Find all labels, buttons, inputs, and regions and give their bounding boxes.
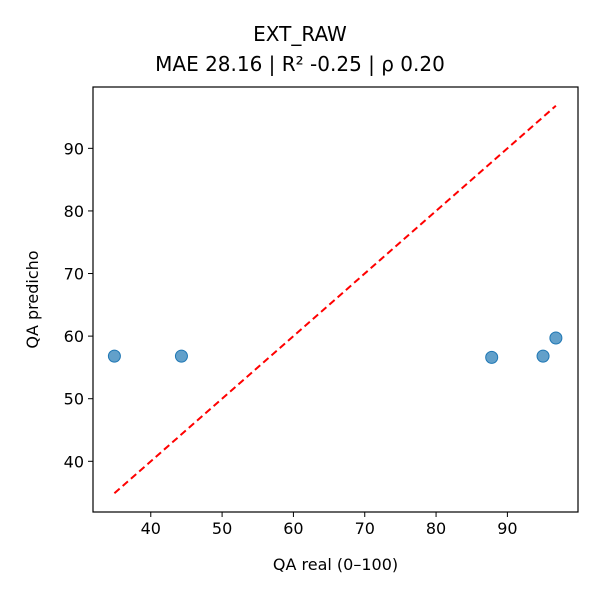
data-point	[174, 349, 188, 363]
x-tick-label: 90	[497, 519, 517, 538]
y-tick-label: 70	[64, 265, 84, 284]
x-tick-label: 60	[283, 519, 303, 538]
data-point	[536, 349, 550, 363]
y-axis-label: QA predicho	[23, 250, 42, 348]
y-tick-label: 90	[64, 139, 84, 158]
data-point	[549, 331, 563, 345]
y-tick-label: 40	[64, 452, 84, 471]
plot-frame	[92, 86, 579, 513]
chart-subtitle: MAE 28.16 | R² -0.25 | ρ 0.20	[155, 52, 445, 76]
y-tick-label: 60	[64, 327, 84, 346]
x-tick-label: 50	[212, 519, 232, 538]
data-points	[107, 331, 563, 364]
x-tick-label: 80	[426, 519, 446, 538]
x-tick-label: 70	[355, 519, 375, 538]
x-tick-label: 40	[141, 519, 161, 538]
y-axis-ticks: 40 50 60 70 80 90	[64, 139, 93, 471]
x-axis-ticks: 40 50 60 70 80 90	[141, 512, 518, 538]
data-point	[485, 350, 499, 364]
x-axis-label: QA real (0–100)	[273, 555, 398, 574]
y-tick-label: 80	[64, 202, 84, 221]
y-tick-label: 50	[64, 390, 84, 409]
reference-line-group	[113, 105, 557, 494]
reference-line	[113, 105, 557, 494]
data-point	[107, 349, 121, 363]
chart-title: EXT_RAW	[253, 22, 347, 46]
